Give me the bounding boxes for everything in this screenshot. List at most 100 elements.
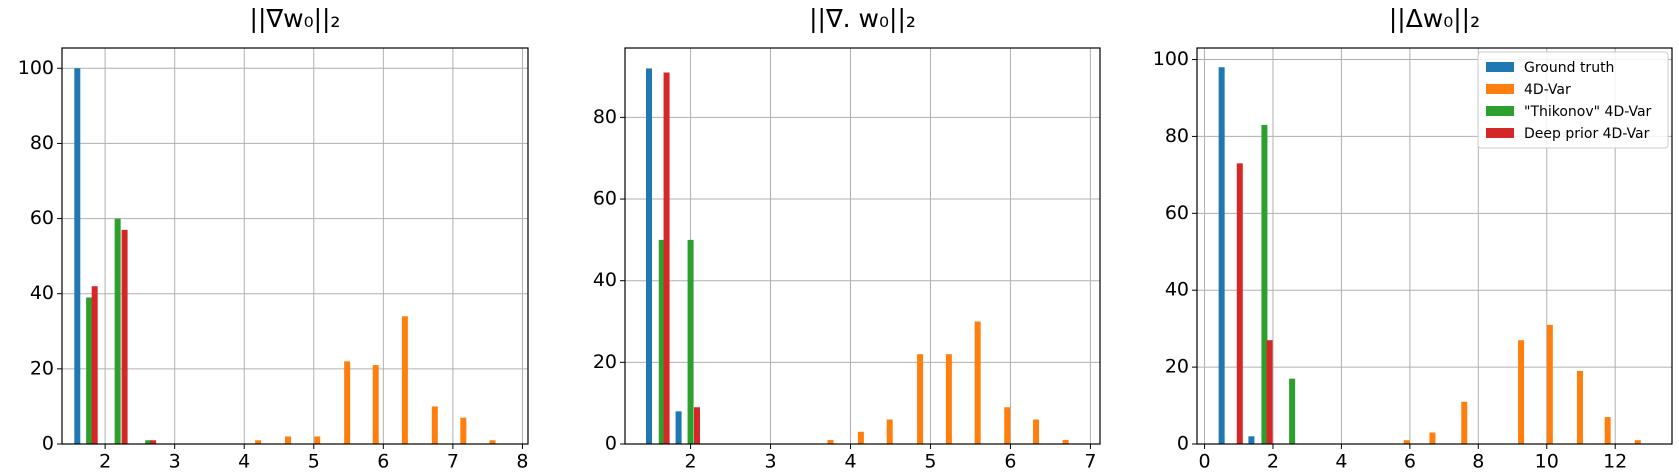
bar bbox=[1403, 440, 1410, 444]
x-tick-label: 2 bbox=[1267, 451, 1279, 473]
x-tick-label: 6 bbox=[1404, 451, 1416, 473]
x-tick-label: 3 bbox=[764, 451, 776, 473]
legend-swatch bbox=[1486, 84, 1514, 94]
bar bbox=[86, 297, 93, 444]
bar bbox=[663, 72, 670, 444]
bar bbox=[460, 417, 467, 444]
bar bbox=[1248, 436, 1255, 444]
bar bbox=[1634, 440, 1641, 444]
y-tick-label: 100 bbox=[18, 57, 54, 79]
bar bbox=[1546, 324, 1553, 444]
x-tick-label: 6 bbox=[1004, 451, 1016, 473]
bar bbox=[91, 286, 98, 444]
y-tick-label: 0 bbox=[605, 433, 617, 455]
bar bbox=[431, 406, 438, 444]
y-tick-label: 0 bbox=[1177, 433, 1189, 455]
bar bbox=[1461, 401, 1468, 444]
x-tick-label: 8 bbox=[1472, 451, 1484, 473]
x-tick-label: 0 bbox=[1198, 451, 1210, 473]
axes-frame bbox=[61, 47, 529, 445]
y-tick-label: 100 bbox=[1153, 48, 1189, 70]
y-tick-label: 20 bbox=[30, 357, 54, 379]
bar bbox=[255, 440, 262, 444]
y-tick-label: 20 bbox=[593, 351, 617, 373]
y-tick-label: 40 bbox=[593, 269, 617, 291]
bar bbox=[1261, 124, 1268, 445]
y-tick-label: 0 bbox=[42, 433, 54, 455]
bar bbox=[285, 436, 292, 444]
y-tick-label: 80 bbox=[1165, 125, 1189, 147]
bar bbox=[857, 431, 864, 444]
x-tick-label: 12 bbox=[1603, 451, 1627, 473]
legend-label: "Thikonov" 4D-Var bbox=[1524, 104, 1652, 120]
x-tick-label: 5 bbox=[924, 451, 936, 473]
bar bbox=[917, 354, 924, 444]
chart-title: ||∇w₀||₂ bbox=[250, 4, 341, 33]
x-tick-label: 2 bbox=[685, 451, 697, 473]
legend-swatch bbox=[1486, 128, 1514, 138]
bar bbox=[658, 239, 665, 444]
x-tick-label: 8 bbox=[516, 451, 528, 473]
axes-frame bbox=[1196, 47, 1673, 445]
bar bbox=[1236, 163, 1243, 444]
x-tick-label: 10 bbox=[1535, 451, 1559, 473]
bar bbox=[74, 68, 81, 444]
bar bbox=[974, 321, 981, 444]
y-tick-label: 60 bbox=[593, 188, 617, 210]
bar bbox=[1062, 439, 1069, 444]
legend-swatch bbox=[1486, 106, 1514, 116]
x-tick-label: 3 bbox=[169, 451, 181, 473]
bar bbox=[114, 218, 121, 444]
bar bbox=[827, 439, 834, 444]
bar bbox=[1429, 432, 1436, 444]
x-tick-label: 4 bbox=[844, 451, 856, 473]
chart-title: ||∇. w₀||₂ bbox=[809, 4, 916, 33]
y-tick-label: 80 bbox=[30, 132, 54, 154]
y-tick-label: 60 bbox=[1165, 202, 1189, 224]
axes-frame bbox=[624, 47, 1101, 445]
y-tick-label: 80 bbox=[593, 106, 617, 128]
bar bbox=[1289, 378, 1296, 444]
x-tick-label: 6 bbox=[377, 451, 389, 473]
bar bbox=[489, 440, 496, 444]
y-tick-label: 40 bbox=[30, 282, 54, 304]
x-tick-label: 7 bbox=[447, 451, 459, 473]
x-tick-label: 7 bbox=[1084, 451, 1096, 473]
bar bbox=[1033, 419, 1040, 444]
bar bbox=[401, 316, 408, 444]
bar bbox=[675, 411, 682, 444]
y-tick-label: 20 bbox=[1165, 356, 1189, 378]
panel: ||Δw₀||₂ 0 2 4 6 8 10 12 0 20 40 60 80 100 Ground trut… bbox=[1153, 4, 1673, 473]
y-tick-label: 60 bbox=[30, 207, 54, 229]
panel: ||∇. w₀||₂ 2 3 4 5 6 7 0 20 40 60 80 bbox=[593, 4, 1101, 473]
legend-label: 4D-Var bbox=[1524, 82, 1571, 98]
x-tick-label: 4 bbox=[238, 451, 250, 473]
bar bbox=[1004, 407, 1011, 444]
bar bbox=[1218, 67, 1225, 444]
bar bbox=[1576, 370, 1583, 444]
bar bbox=[645, 68, 652, 445]
bar bbox=[344, 361, 351, 444]
x-tick-label: 4 bbox=[1335, 451, 1347, 473]
y-tick-label: 40 bbox=[1165, 279, 1189, 301]
bar bbox=[121, 229, 128, 444]
x-tick-label: 5 bbox=[308, 451, 320, 473]
bar bbox=[150, 440, 157, 444]
bar bbox=[945, 354, 952, 444]
legend-label: Ground truth bbox=[1524, 60, 1614, 76]
bar bbox=[145, 440, 152, 444]
bar bbox=[886, 419, 893, 444]
bar bbox=[687, 239, 694, 444]
bar bbox=[1518, 340, 1525, 444]
legend-box bbox=[1477, 51, 1669, 149]
bar bbox=[1604, 417, 1611, 444]
chart-title: ||Δw₀||₂ bbox=[1389, 4, 1480, 33]
legend-label: Deep prior 4D-Var bbox=[1524, 126, 1650, 142]
bar bbox=[314, 436, 321, 444]
bar bbox=[693, 407, 700, 444]
bar bbox=[1266, 340, 1273, 444]
legend-swatch bbox=[1486, 62, 1514, 72]
bar bbox=[372, 365, 379, 444]
